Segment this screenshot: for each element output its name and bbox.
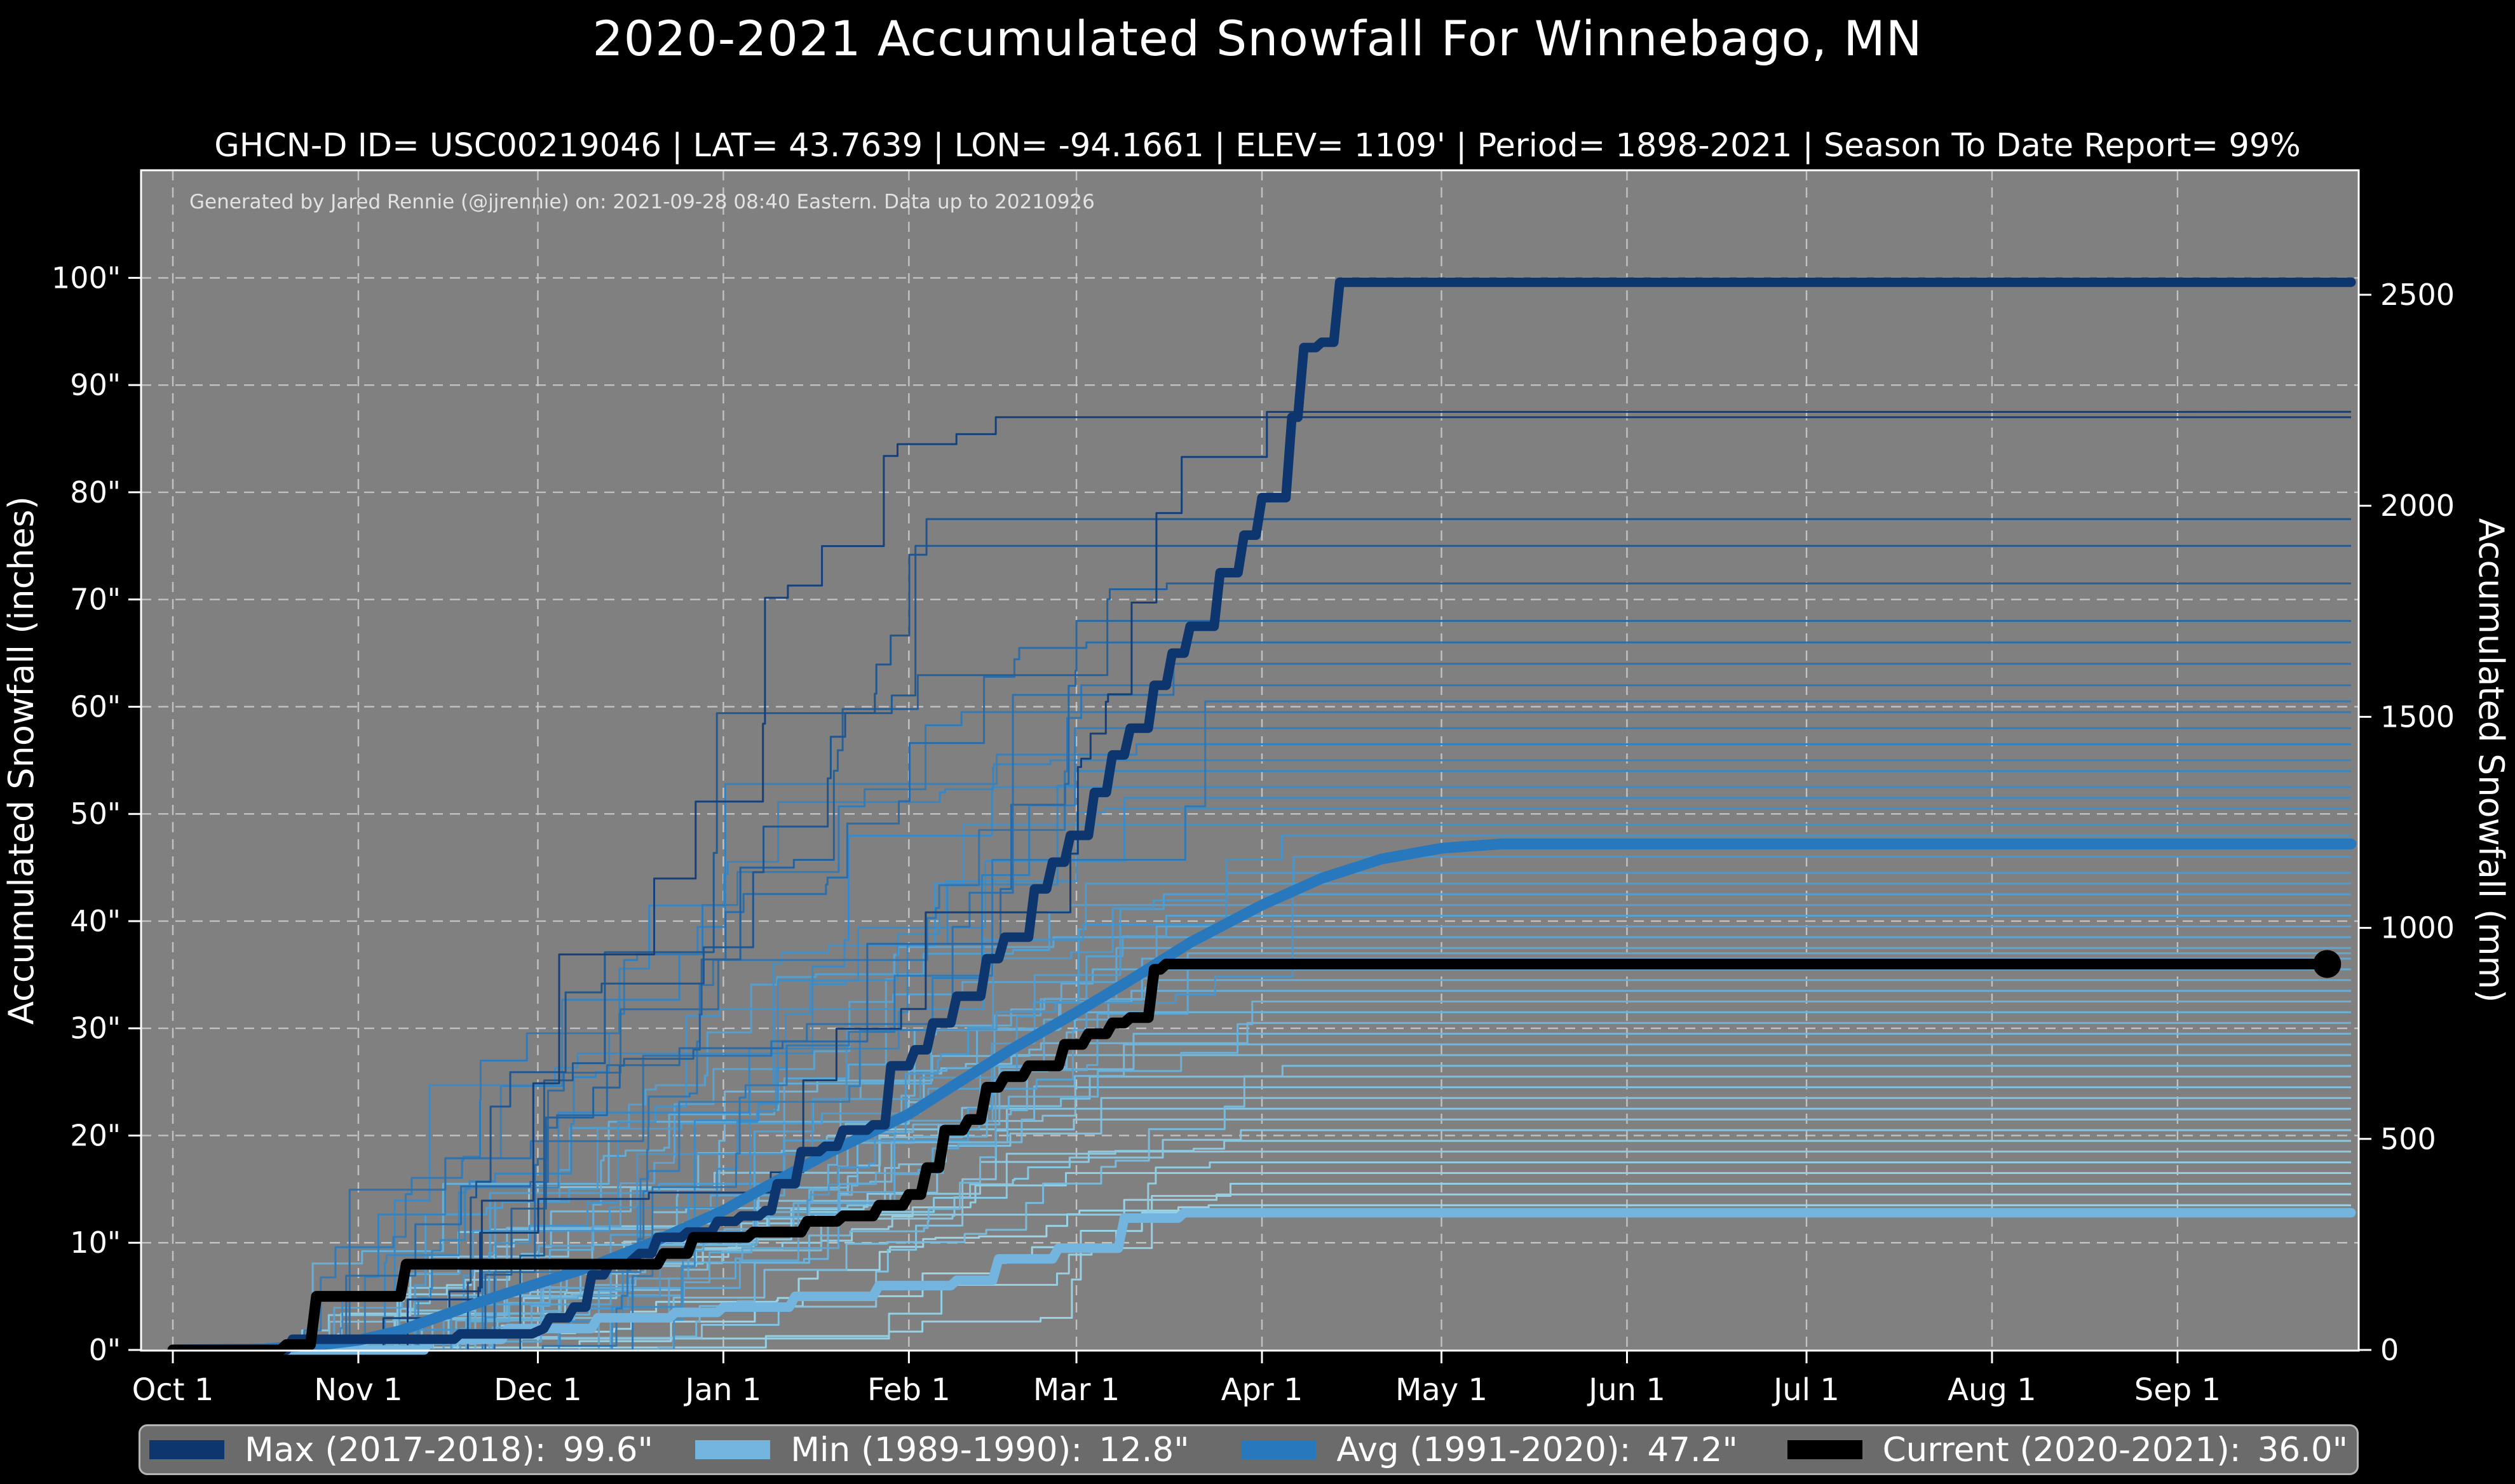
legend-item-max: Max (2017-2018): 99.6" [149,1431,695,1469]
y-left-tick-label: 40" [70,904,121,938]
y-left-tick-label: 30" [70,1011,121,1046]
x-tick-label: May 1 [1395,1372,1488,1408]
y-left-axis-title: Accumulated Snowfall (inches) [1,496,41,1025]
legend-swatch-avg [1241,1440,1317,1459]
y-left-tick-label: 80" [70,475,121,509]
current-end-marker [2313,950,2342,978]
x-tick-label: Feb 1 [867,1372,951,1408]
y-left-tick-label: 60" [70,689,121,724]
legend-label-min: Min (1989-1990): 12.8" [790,1430,1190,1469]
legend-swatch-max [149,1440,224,1459]
season-line [173,700,2351,1351]
season-line [173,952,2351,1351]
y-left-tick-label: 20" [70,1118,121,1152]
season-line [173,582,2351,1351]
y-right-tick-label: 2000 [2380,489,2455,523]
season-line [173,711,2351,1351]
x-tick-label: Jul 1 [1772,1372,1840,1408]
season-line [173,968,2351,1351]
legend-bar: Max (2017-2018): 99.6" Min (1989-1990): 12… [139,1424,2359,1475]
season-line [173,1193,2351,1351]
x-tick-label: Jan 1 [684,1372,762,1408]
season-line [173,834,2351,1351]
season-line [173,770,2351,1351]
season-line [173,872,2351,1351]
season-line [173,797,2351,1351]
x-tick-label: Sep 1 [2134,1372,2221,1408]
y-left-tick-label: 100" [51,260,121,295]
y-right-axis-title: Accumulated Snowfall (mm) [2471,518,2511,1003]
y-right-tick-label: 1000 [2380,911,2455,945]
y-left-tick-label: 70" [70,583,121,617]
season-line [173,1096,2351,1351]
legend-label-max: Max (2017-2018): 99.6" [245,1430,653,1469]
chart-title: 2020-2021 Accumulated Snowfall For Winne… [592,10,1923,67]
plot-border [140,169,2360,1352]
season-line [173,856,2351,1351]
legend-label-current: Current (2020-2021): 36.0" [1882,1430,2348,1469]
season-line [173,743,2351,1351]
y-left-tick-label: 50" [70,797,121,831]
y-left-tick-label: 10" [70,1225,121,1260]
x-tick-label: Jun 1 [1587,1372,1665,1408]
season-line [173,518,2351,1351]
x-tick-label: Oct 1 [132,1372,214,1408]
legend-item-current: Current (2020-2021): 36.0" [1787,1431,2348,1469]
season-line [173,759,2351,1351]
season-line [173,416,2351,1351]
season-line [173,1182,2351,1351]
season-line [173,684,2351,1351]
season-line [173,1161,2351,1351]
series-min_1989_1990-line [168,1208,2356,1355]
legend-swatch-min [695,1440,771,1459]
season-line [173,1086,2351,1351]
x-tick-label: Mar 1 [1033,1372,1120,1408]
x-tick-label: Dec 1 [494,1372,582,1408]
legend-item-avg: Avg (1991-2020): 47.2" [1241,1431,1787,1469]
legend-item-min: Min (1989-1990): 12.8" [695,1431,1241,1469]
season-line [173,619,2351,1351]
season-line [173,544,2351,1351]
season-line [173,641,2351,1351]
y-right-tick-label: 0 [2380,1333,2399,1367]
x-tick-label: Nov 1 [314,1372,402,1408]
y-right-tick-label: 2500 [2380,278,2455,312]
legend-swatch-current [1787,1440,1862,1459]
watermark-text: Generated by Jared Rennie (@jjrennie) on… [189,191,1095,213]
x-tick-label: Apr 1 [1221,1372,1303,1408]
legend-label-avg: Avg (1991-2020): 47.2" [1336,1430,1738,1469]
series-avg_1991_2020-line [167,839,2357,1356]
y-right-tick-label: 500 [2380,1122,2436,1156]
season-line [173,727,2351,1351]
series-current_2020_2021-line [167,959,2333,1356]
season-line [173,410,2352,1351]
y-left-tick-label: 0" [89,1333,121,1367]
y-left-tick-label: 90" [70,368,121,402]
station-metadata-subtitle: GHCN-D ID= USC00219046 | LAT= 43.7639 | … [214,127,2301,165]
season-line [173,1032,2351,1351]
y-right-tick-label: 1500 [2380,699,2455,734]
x-tick-label: Aug 1 [1948,1372,2037,1408]
